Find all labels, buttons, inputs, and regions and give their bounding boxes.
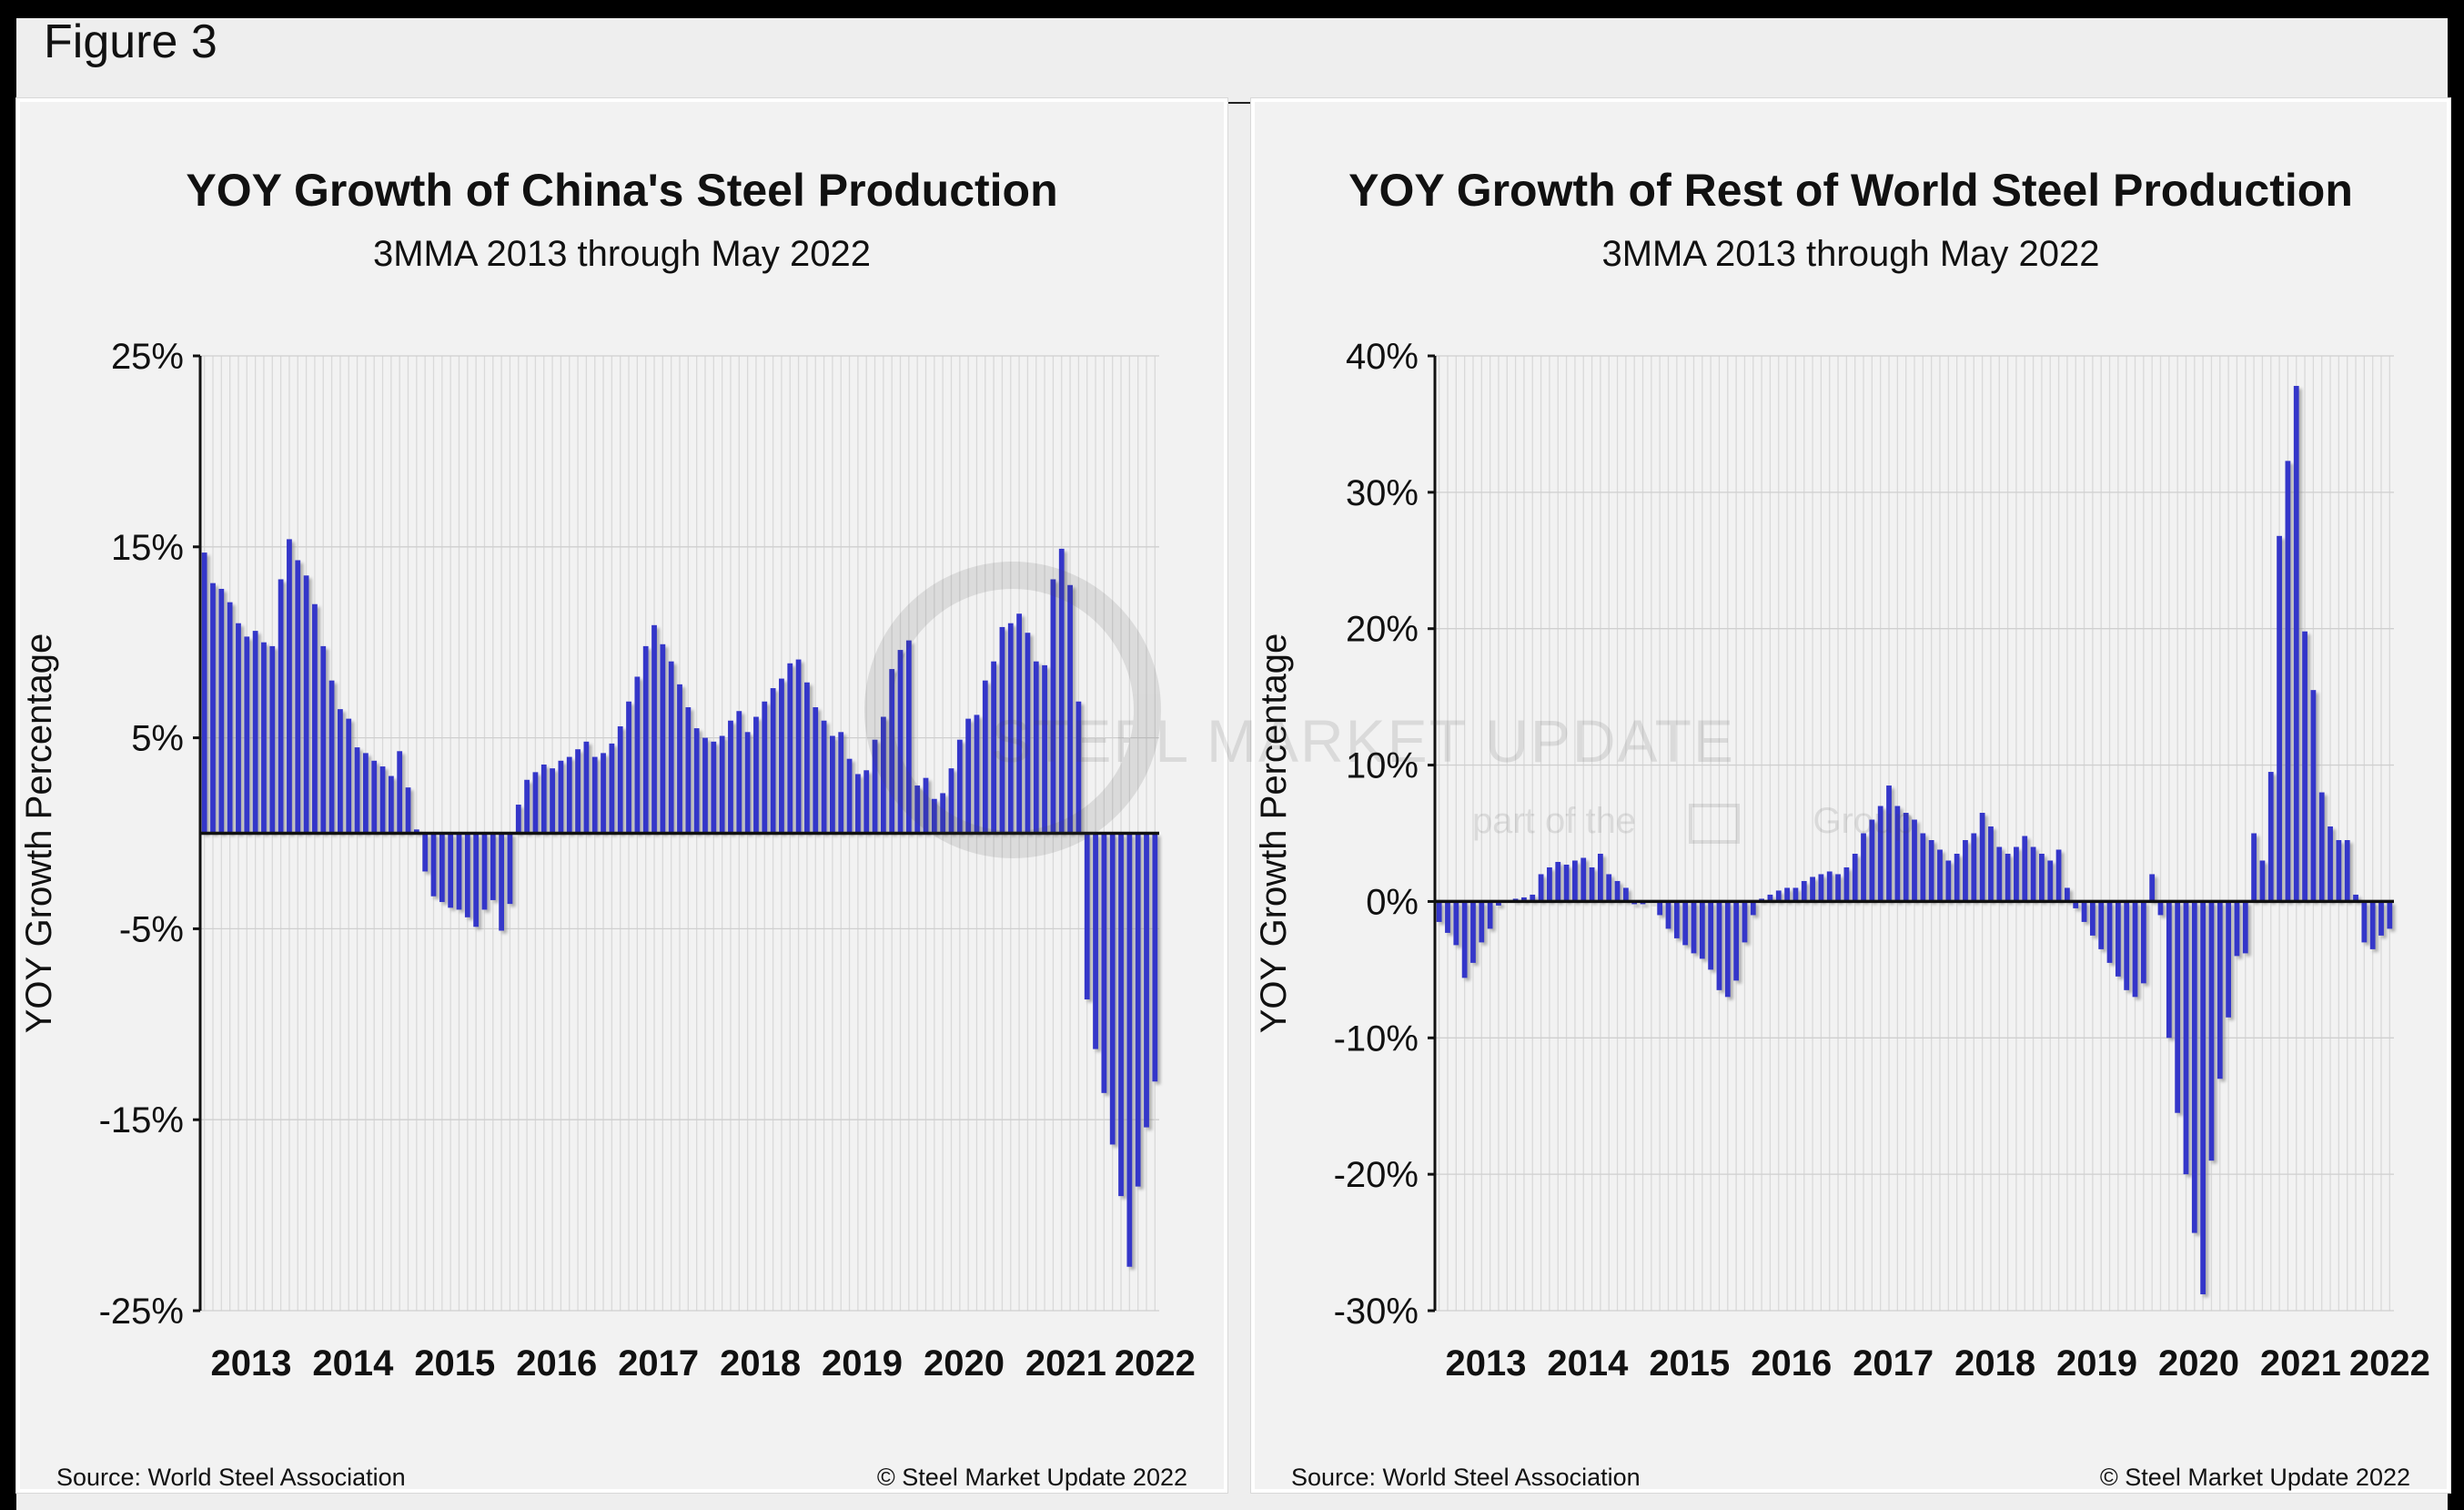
svg-text:20%: 20% [1346,610,1419,650]
svg-text:2022: 2022 [1115,1343,1196,1383]
svg-text:-15%: -15% [99,1100,184,1140]
svg-text:2021: 2021 [1025,1343,1106,1383]
svg-text:0%: 0% [1366,882,1419,922]
svg-text:2013: 2013 [1445,1343,1526,1383]
svg-text:-10%: -10% [1334,1018,1419,1059]
svg-text:2015: 2015 [1649,1343,1730,1383]
svg-text:-25%: -25% [99,1292,184,1332]
svg-text:YOY Growth Percentage: YOY Growth Percentage [19,633,59,1034]
svg-text:2014: 2014 [1547,1343,1629,1383]
svg-text:YOY Growth Percentage: YOY Growth Percentage [1254,633,1294,1034]
svg-text:2020: 2020 [924,1343,1005,1383]
svg-text:2017: 2017 [618,1343,699,1383]
svg-text:-20%: -20% [1334,1155,1419,1195]
svg-text:2021: 2021 [2260,1343,2341,1383]
svg-text:2019: 2019 [2056,1343,2137,1383]
svg-text:25%: 25% [111,337,184,377]
svg-text:15%: 15% [111,528,184,568]
svg-text:-30%: -30% [1334,1292,1419,1332]
svg-text:5%: 5% [131,719,184,759]
svg-text:2022: 2022 [2349,1343,2430,1383]
svg-text:10%: 10% [1346,746,1419,786]
svg-text:2019: 2019 [822,1343,903,1383]
svg-text:2018: 2018 [1954,1343,2035,1383]
svg-text:30%: 30% [1346,473,1419,513]
svg-text:2017: 2017 [1853,1343,1934,1383]
svg-text:2016: 2016 [1751,1343,1832,1383]
svg-text:2016: 2016 [516,1343,597,1383]
svg-text:2014: 2014 [312,1343,394,1383]
svg-text:-5%: -5% [119,909,184,949]
svg-text:2018: 2018 [720,1343,801,1383]
svg-text:2020: 2020 [2158,1343,2239,1383]
svg-text:2013: 2013 [210,1343,291,1383]
svg-text:40%: 40% [1346,337,1419,377]
svg-text:2015: 2015 [414,1343,495,1383]
